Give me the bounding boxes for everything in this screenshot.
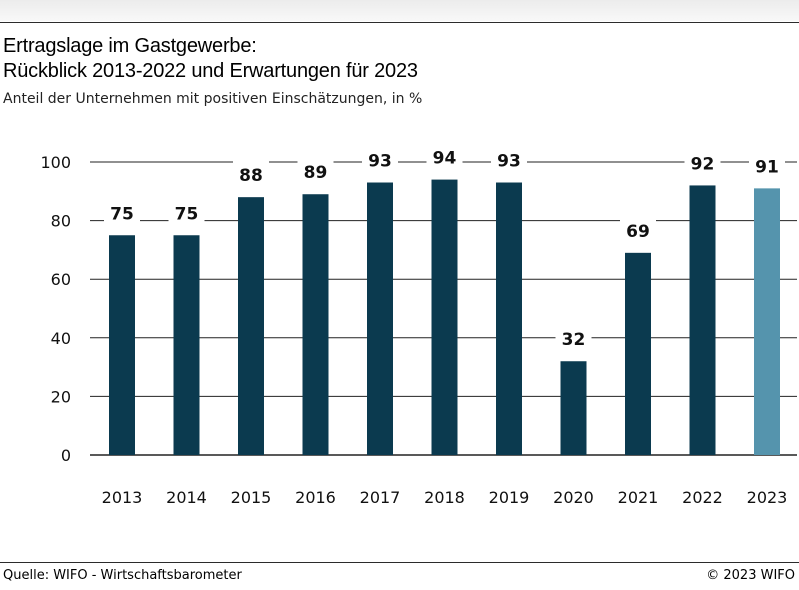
data-label-2020: 32 (562, 330, 586, 350)
data-label-2021: 69 (626, 222, 650, 242)
data-label-2015: 88 (239, 166, 263, 186)
bar-2017 (367, 182, 393, 455)
x-tick-label-2015: 2015 (231, 488, 272, 507)
y-tick-label-20: 20 (51, 387, 71, 406)
top-rule (0, 22, 799, 23)
data-label-2013: 75 (110, 204, 134, 224)
data-label-bg-2018 (426, 143, 463, 170)
y-tick-label-80: 80 (51, 212, 71, 231)
bar-2020 (560, 361, 587, 455)
data-label-bg-2022 (684, 149, 721, 176)
y-tick-label-60: 60 (51, 270, 71, 289)
bar-2018 (431, 179, 458, 455)
data-label-bg-2017 (362, 146, 398, 173)
bar-2021 (625, 252, 651, 455)
bar-2022 (689, 185, 716, 455)
data-label-bg-2019 (491, 146, 527, 173)
data-label-bg-2013 (104, 199, 140, 226)
x-tick-label-2017: 2017 (360, 488, 401, 507)
x-tick-label-2022: 2022 (682, 488, 723, 507)
data-label-2023: 91 (755, 157, 779, 177)
data-label-2014: 75 (175, 204, 199, 224)
y-tick-label-100: 100 (40, 153, 71, 172)
x-tick-label-2019: 2019 (489, 488, 530, 507)
data-label-bg-2016 (297, 158, 334, 185)
source-note: Quelle: WIFO - Wirtschaftsbarometer (3, 568, 242, 583)
bar-2014 (173, 235, 200, 455)
data-label-bg-2014 (168, 199, 205, 226)
data-label-bg-2015 (233, 161, 269, 188)
data-label-bg-2023 (749, 152, 785, 179)
bar-2016 (302, 194, 329, 456)
title-line-2: Rückblick 2013-2022 und Erwartungen für … (3, 60, 418, 82)
x-tick-label-2014: 2014 (166, 488, 207, 507)
x-tick-label-2018: 2018 (424, 488, 465, 507)
data-label-2019: 93 (497, 152, 521, 172)
x-tick-label-2020: 2020 (553, 488, 594, 507)
x-tick-label-2016: 2016 (295, 488, 336, 507)
top-band (0, 0, 799, 21)
bar-2019 (496, 182, 522, 455)
bar-2013 (109, 235, 135, 455)
x-tick-label-2023: 2023 (747, 488, 788, 507)
bar-2023 (754, 188, 780, 455)
x-tick-label-2021: 2021 (618, 488, 659, 507)
page-title: Ertragslage im Gastgewerbe: Rückblick 20… (3, 34, 793, 84)
chart-subtitle: Anteil der Unternehmen mit positiven Ein… (3, 91, 423, 107)
copyright-note: © 2023 WIFO (706, 568, 795, 583)
x-tick-label-2013: 2013 (102, 488, 143, 507)
y-tick-label-40: 40 (51, 329, 71, 348)
y-tick-label-0: 0 (61, 446, 71, 465)
data-label-2018: 94 (433, 149, 457, 169)
bottom-rule (0, 562, 799, 563)
title-line-1: Ertragslage im Gastgewerbe: (3, 35, 257, 57)
data-label-2022: 92 (691, 154, 715, 174)
bar-2015 (238, 197, 264, 455)
data-label-bg-2020 (555, 325, 592, 352)
data-label-2017: 93 (368, 152, 392, 172)
data-label-2016: 89 (304, 163, 328, 183)
data-label-bg-2021 (620, 216, 656, 243)
